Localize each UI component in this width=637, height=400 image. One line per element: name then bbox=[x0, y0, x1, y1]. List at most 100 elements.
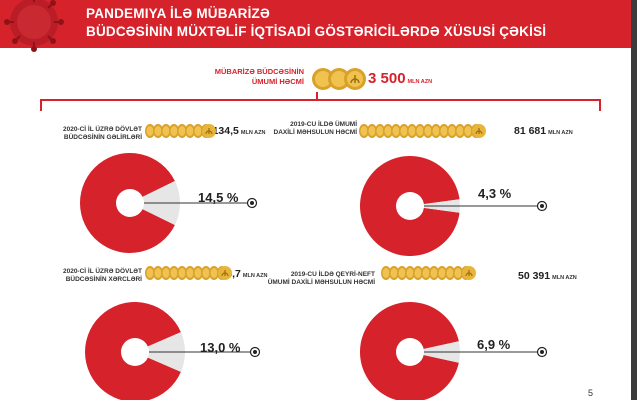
coin-face bbox=[376, 126, 384, 136]
coin-face bbox=[398, 268, 406, 278]
panel-3-label-line1: 2020-Cİ İL ÜZRƏ DÖVLƏT bbox=[62, 268, 142, 275]
pie-center-hole bbox=[396, 192, 424, 220]
coin-face bbox=[178, 126, 186, 136]
coin-face bbox=[454, 268, 462, 278]
coin-face bbox=[456, 126, 464, 136]
coin-face bbox=[194, 126, 202, 136]
total-label-line2: ÜMUMİ HƏCMİ bbox=[251, 77, 304, 86]
coin-face bbox=[384, 126, 392, 136]
coin-face bbox=[400, 126, 408, 136]
panel-4-unit: MLN AZN bbox=[552, 275, 577, 281]
coin-face bbox=[464, 126, 472, 136]
panel-4-amount: 50 391 bbox=[518, 270, 551, 282]
coin-face bbox=[178, 268, 186, 278]
panel-2-amount: 81 681 bbox=[514, 125, 547, 137]
target-dot bbox=[540, 350, 544, 354]
panel-2-unit: MLN AZN bbox=[548, 130, 573, 136]
panel-3-coin-row bbox=[145, 266, 232, 280]
manat-sign bbox=[221, 270, 229, 277]
coin-face bbox=[392, 126, 400, 136]
panel-1-unit: MLN AZN bbox=[240, 130, 266, 136]
coin-face bbox=[414, 268, 422, 278]
coin-face bbox=[170, 126, 178, 136]
page-edge bbox=[631, 0, 637, 400]
coin-face bbox=[186, 126, 194, 136]
pie-center-hole bbox=[121, 338, 149, 366]
manat-sign bbox=[475, 128, 483, 135]
panel-2-coin-row bbox=[359, 124, 486, 138]
coin-face bbox=[416, 126, 424, 136]
coin-face bbox=[390, 268, 398, 278]
coin-face bbox=[360, 126, 368, 136]
panel-2-share-label: 4,3 % bbox=[478, 186, 512, 201]
coin-face bbox=[424, 126, 432, 136]
page-number: 5 bbox=[588, 388, 594, 398]
coin-icon bbox=[312, 68, 366, 90]
target-dot bbox=[253, 350, 257, 354]
coin-face bbox=[406, 268, 414, 278]
coin-face bbox=[440, 126, 448, 136]
coin-face bbox=[368, 126, 376, 136]
panel-4-value: 50 391 MLN AZN bbox=[518, 270, 577, 282]
panel-2-value: 81 681 MLN AZN bbox=[514, 125, 573, 137]
panel-3-label-line2: BÜDCƏSİNİN XƏRCLƏRİ bbox=[65, 276, 142, 283]
pie-center-hole bbox=[116, 189, 144, 217]
coin-face bbox=[448, 126, 456, 136]
target-dot bbox=[540, 204, 544, 208]
total-value: 3 500 MLN AZN bbox=[368, 70, 432, 87]
coin-face bbox=[438, 268, 446, 278]
coin-face bbox=[194, 268, 202, 278]
coin-face bbox=[162, 126, 170, 136]
panel-1-label: 2020-Cİ İL ÜZRƏ DÖVLƏT BÜDCƏSİNİN GƏLİRLƏ… bbox=[12, 126, 142, 142]
page-title-line2: BÜDCƏSİNİN MÜXTƏLİF İQTİSADİ GÖSTƏRİCİLƏ… bbox=[86, 24, 547, 39]
manat-sign bbox=[465, 270, 473, 277]
total-label: MÜBARİZƏ BÜDCƏSİNİN ÜMUMİ HƏCMİ bbox=[208, 67, 304, 87]
manat-sign bbox=[205, 128, 213, 135]
panel-1-coin-row bbox=[145, 124, 216, 138]
page-title-line1: PANDEMIYA İLƏ MÜBARİZƏ bbox=[86, 6, 271, 21]
coin-face bbox=[186, 268, 194, 278]
panel-4-label-line2: ÜMUMİ DAXİLİ MƏHSULUN HƏCMİ bbox=[267, 279, 375, 286]
bracket-stem bbox=[316, 92, 318, 100]
panel-1-share-label: 14,5 % bbox=[198, 190, 239, 205]
coin-face bbox=[146, 126, 154, 136]
coin-stack bbox=[312, 68, 366, 90]
coin-face bbox=[154, 126, 162, 136]
header-banner bbox=[0, 0, 637, 48]
panel-2-label-line1: 2019-CU İLDƏ ÜMUMİ bbox=[290, 121, 357, 128]
total-unit: MLN AZN bbox=[407, 79, 433, 85]
coin-face bbox=[422, 268, 430, 278]
panel-2-label-line2: DAXİLİ MƏHSULUN HƏCMİ bbox=[273, 129, 357, 136]
total-label-line1: MÜBARİZƏ BÜDCƏSİNİN bbox=[214, 67, 304, 76]
target-dot bbox=[250, 201, 254, 205]
panel-3-label: 2020-Cİ İL ÜZRƏ DÖVLƏT BÜDCƏSİNİN XƏRCLƏR… bbox=[12, 268, 142, 284]
coin-face bbox=[154, 268, 162, 278]
coin-face bbox=[432, 126, 440, 136]
coin-face bbox=[408, 126, 416, 136]
panel-3-share-label: 13,0 % bbox=[200, 340, 241, 355]
bracket-line bbox=[40, 99, 601, 111]
coin-face bbox=[446, 268, 454, 278]
coin-face bbox=[170, 268, 178, 278]
virus-icon bbox=[4, 0, 64, 52]
panel-4-label-line1: 2019-CU İLDƏ QEYRİ-NEFT bbox=[290, 271, 375, 278]
panel-3-unit: MLN AZN bbox=[242, 273, 268, 279]
panel-4-share-label: 6,9 % bbox=[477, 337, 511, 352]
panel-2-label: 2019-CU İLDƏ ÜMUMİ DAXİLİ MƏHSULUN HƏCMİ bbox=[227, 121, 357, 137]
pie-center-hole bbox=[396, 338, 424, 366]
coin-face bbox=[430, 268, 438, 278]
coin-face bbox=[382, 268, 390, 278]
total-amount: 3 500 bbox=[368, 70, 406, 87]
panel-4-label: 2019-CU İLDƏ QEYRİ-NEFT ÜMUMİ DAXİLİ MƏHS… bbox=[245, 271, 375, 287]
coin-face bbox=[202, 268, 210, 278]
coin-face bbox=[162, 268, 170, 278]
coin-face bbox=[210, 268, 218, 278]
panel-1-label-line2: BÜDCƏSİNİN GƏLİRLƏRİ bbox=[63, 134, 142, 141]
panel-1-label-line1: 2020-Cİ İL ÜZRƏ DÖVLƏT bbox=[62, 126, 142, 133]
coin-face bbox=[146, 268, 154, 278]
panel-4-coin-row bbox=[381, 266, 476, 280]
